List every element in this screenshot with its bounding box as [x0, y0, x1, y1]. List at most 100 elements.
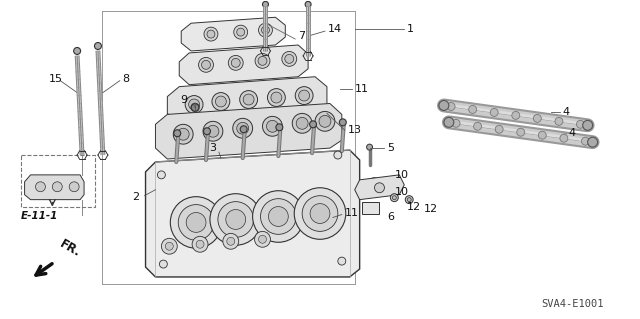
Circle shape: [253, 191, 304, 242]
Circle shape: [74, 48, 81, 55]
Circle shape: [302, 196, 338, 231]
Circle shape: [367, 178, 381, 192]
Circle shape: [159, 260, 167, 268]
Text: 15: 15: [49, 74, 62, 84]
Circle shape: [255, 53, 270, 68]
Circle shape: [334, 151, 342, 159]
Text: 9: 9: [180, 94, 187, 105]
Circle shape: [266, 120, 278, 132]
Circle shape: [210, 194, 262, 245]
Text: E-11-1: E-11-1: [20, 211, 58, 221]
Circle shape: [452, 119, 460, 127]
Circle shape: [262, 116, 282, 136]
Circle shape: [202, 60, 211, 69]
Circle shape: [405, 196, 413, 204]
Circle shape: [495, 125, 503, 133]
Circle shape: [582, 120, 593, 130]
Circle shape: [212, 93, 230, 110]
Circle shape: [165, 242, 173, 250]
Circle shape: [174, 130, 180, 137]
Text: 3: 3: [209, 143, 216, 153]
Circle shape: [512, 111, 520, 119]
Circle shape: [204, 128, 211, 135]
Circle shape: [231, 58, 240, 67]
Text: 13: 13: [348, 125, 362, 135]
Polygon shape: [179, 45, 308, 85]
Text: 11: 11: [355, 84, 369, 93]
Circle shape: [259, 23, 273, 37]
Circle shape: [177, 128, 189, 140]
Circle shape: [237, 122, 248, 134]
Circle shape: [69, 182, 79, 192]
Circle shape: [218, 202, 253, 237]
Circle shape: [258, 56, 267, 65]
Text: 4: 4: [563, 108, 570, 117]
Circle shape: [407, 198, 411, 202]
Circle shape: [339, 119, 346, 126]
Circle shape: [271, 92, 282, 103]
Circle shape: [299, 90, 310, 101]
Polygon shape: [355, 175, 404, 200]
Circle shape: [468, 106, 477, 114]
Circle shape: [240, 91, 257, 108]
Circle shape: [170, 197, 222, 248]
Text: 6: 6: [387, 212, 394, 222]
Circle shape: [390, 194, 398, 202]
Circle shape: [207, 30, 215, 38]
Circle shape: [292, 114, 312, 133]
Circle shape: [282, 51, 297, 66]
Bar: [362, 202, 380, 213]
Circle shape: [173, 124, 193, 144]
Circle shape: [296, 117, 308, 129]
Polygon shape: [145, 150, 360, 277]
Text: 8: 8: [123, 74, 130, 84]
Polygon shape: [181, 17, 285, 51]
Text: 1: 1: [407, 24, 414, 34]
Text: 14: 14: [328, 24, 342, 34]
Circle shape: [588, 137, 598, 147]
Circle shape: [255, 231, 271, 247]
Circle shape: [444, 117, 454, 127]
Circle shape: [305, 1, 311, 7]
Circle shape: [439, 100, 449, 110]
Text: SVA4-E1001: SVA4-E1001: [541, 299, 604, 309]
Circle shape: [191, 103, 199, 111]
Circle shape: [223, 234, 239, 249]
Circle shape: [490, 108, 498, 116]
Circle shape: [374, 183, 385, 193]
Circle shape: [52, 182, 62, 192]
Circle shape: [179, 204, 214, 240]
Text: 10: 10: [394, 170, 408, 180]
Polygon shape: [24, 175, 84, 200]
Circle shape: [367, 144, 372, 150]
Polygon shape: [156, 103, 342, 159]
Circle shape: [319, 115, 331, 127]
Circle shape: [161, 238, 177, 254]
Circle shape: [516, 128, 525, 136]
Circle shape: [560, 134, 568, 142]
Circle shape: [240, 126, 247, 133]
Circle shape: [228, 56, 243, 70]
Circle shape: [237, 28, 244, 36]
Polygon shape: [167, 77, 327, 123]
Circle shape: [538, 131, 547, 139]
Circle shape: [204, 27, 218, 41]
Circle shape: [294, 188, 346, 239]
Circle shape: [233, 118, 253, 138]
Circle shape: [371, 181, 378, 189]
Circle shape: [260, 199, 296, 234]
Circle shape: [392, 196, 396, 200]
Circle shape: [192, 236, 208, 252]
Circle shape: [555, 117, 563, 125]
Circle shape: [338, 257, 346, 265]
Circle shape: [268, 207, 288, 226]
Circle shape: [262, 1, 268, 7]
Circle shape: [243, 94, 254, 105]
Circle shape: [227, 237, 235, 245]
Circle shape: [207, 125, 219, 137]
Circle shape: [95, 42, 101, 49]
Circle shape: [157, 171, 165, 179]
Circle shape: [582, 137, 589, 145]
Text: FR.: FR.: [58, 237, 83, 259]
Circle shape: [268, 89, 285, 107]
